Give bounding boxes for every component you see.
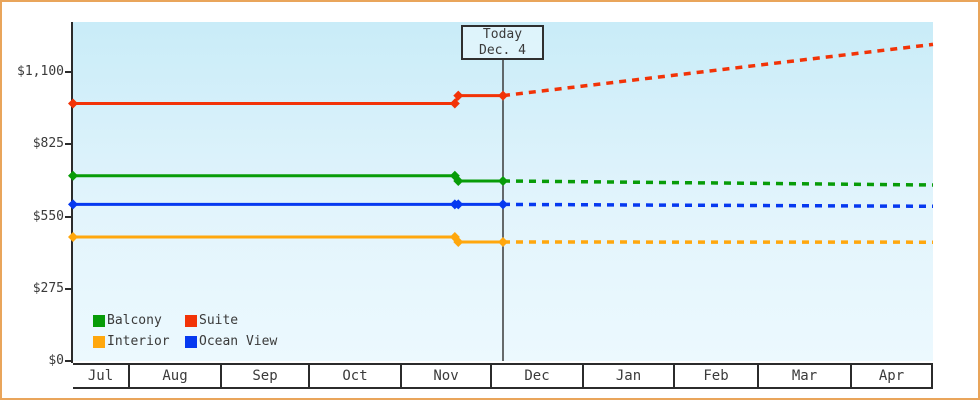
series-suite-history-line — [73, 94, 503, 105]
series-ocean-view-point-marker — [453, 199, 464, 210]
month-cell-feb: Feb — [675, 365, 759, 387]
series-interior-point-marker — [453, 236, 464, 247]
y-tick-mark — [65, 143, 72, 146]
series-suite-point-marker — [453, 90, 464, 101]
y-tick-mark — [65, 360, 72, 362]
series-ocean-view-point-marker — [68, 199, 78, 210]
month-cell-mar: Mar — [759, 365, 852, 387]
y-tick-label: $0 — [48, 353, 64, 368]
series-interior-history-line — [73, 235, 503, 244]
y-tick-label: $550 — [32, 208, 64, 224]
y-tick-mark — [65, 215, 72, 218]
month-cell-oct: Oct — [310, 365, 402, 387]
legend-swatch — [93, 335, 105, 348]
legend-item-interior: Interior — [93, 334, 185, 349]
month-cell-nov: Nov — [402, 365, 492, 387]
y-tick-mark — [65, 287, 72, 290]
month-cell-jan: Jan — [584, 365, 675, 387]
y-tick-label: $275 — [32, 280, 64, 296]
series-balcony-history-line — [73, 174, 503, 183]
legend-item-balcony: Balcony — [93, 313, 185, 328]
series-ocean-view-forecast-line — [502, 202, 934, 209]
today-date: Dec. 4 — [479, 42, 526, 58]
month-cell-aug: Aug — [130, 365, 222, 387]
series-balcony-point-marker — [498, 176, 508, 187]
series-balcony-forecast-line — [502, 179, 934, 187]
month-cell-apr: Apr — [852, 365, 933, 387]
y-tick-label: $1,100 — [17, 64, 64, 79]
month-cell-dec: Dec — [492, 365, 584, 387]
legend: Balcony Suite Interior Ocean View — [93, 313, 278, 349]
y-axis-line — [71, 22, 73, 363]
series-interior-point-marker — [68, 231, 78, 242]
today-label: Today — [482, 26, 523, 42]
legend-swatch — [93, 314, 105, 327]
legend-label: Ocean View — [199, 334, 278, 349]
series-balcony-point-marker — [453, 176, 464, 187]
legend-swatch — [185, 335, 197, 348]
legend-swatch — [185, 314, 197, 327]
series-ocean-view-point-marker — [498, 199, 508, 210]
today-marker-box: Today Dec. 4 — [461, 25, 544, 60]
series-suite-point-marker — [498, 90, 508, 101]
legend-item-suite: Suite — [185, 313, 277, 328]
series-suite-forecast-line — [502, 42, 934, 98]
legend-label: Interior — [107, 334, 170, 349]
month-cell-jul: Jul — [73, 365, 130, 387]
y-tick-label: $825 — [32, 136, 64, 152]
y-tick-mark — [65, 71, 72, 73]
series-suite-point-marker — [68, 98, 78, 109]
legend-label: Balcony — [107, 313, 162, 328]
legend-label: Suite — [199, 313, 239, 328]
chart-canvas — [68, 42, 934, 361]
series-suite-point-marker — [449, 98, 460, 109]
series-balcony-point-marker — [68, 170, 78, 181]
legend-item-ocean-view: Ocean View — [185, 334, 278, 349]
month-cell-sep: Sep — [222, 365, 310, 387]
series-interior-point-marker — [498, 236, 508, 247]
month-axis: Jul Aug Sep Oct Nov Dec Jan Feb Mar Apr — [73, 363, 933, 389]
